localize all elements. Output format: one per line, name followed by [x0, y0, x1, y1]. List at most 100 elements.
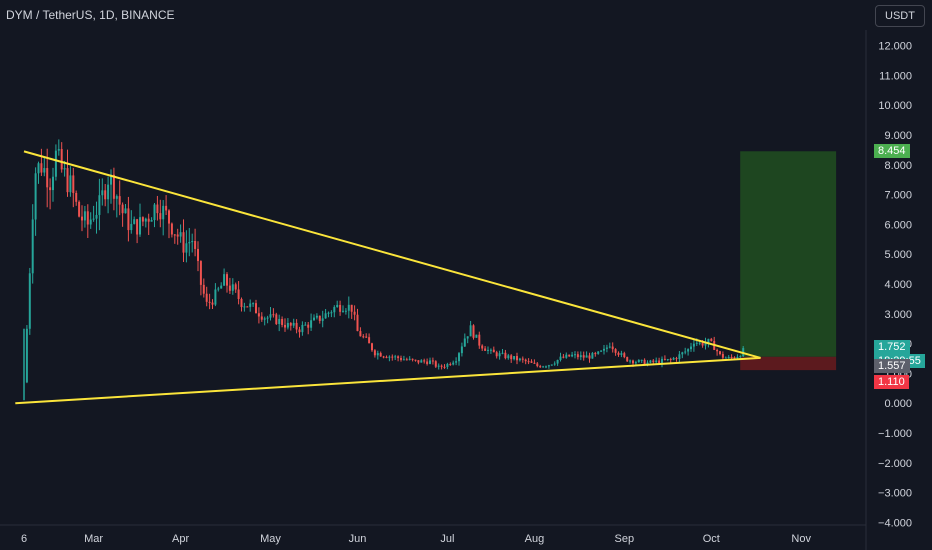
candle-body [423, 360, 426, 362]
candle-body [620, 353, 623, 355]
candle-body [278, 319, 281, 324]
candle-body [153, 204, 156, 221]
candle-body [188, 242, 191, 244]
time-tick-label: 6 [21, 533, 27, 545]
candle-body [315, 315, 318, 318]
candle-body [304, 324, 307, 326]
candle-body [197, 248, 199, 262]
price-tick-label: −4.000 [878, 517, 912, 529]
candle-body [466, 336, 469, 339]
candle-body [118, 196, 121, 205]
candle-body [594, 353, 597, 355]
candle-body [605, 347, 608, 349]
candle-body [286, 322, 289, 328]
trendline-lower [15, 356, 761, 405]
candle-body [431, 360, 434, 362]
candle-body [272, 314, 275, 316]
candle-body [292, 322, 295, 326]
position-zones[interactable] [740, 151, 837, 371]
candle-body [92, 218, 95, 220]
candle-body [223, 274, 226, 286]
candle-body [472, 325, 475, 338]
time-tick-label: Oct [703, 533, 720, 545]
candle-body [301, 324, 304, 333]
candle-body [350, 304, 353, 312]
candle-body [446, 364, 449, 367]
candle-body [661, 358, 663, 364]
time-axis[interactable]: 6 Mar Apr May Jun Jul Aug Sep Oct Nov [0, 524, 866, 545]
candle-body [336, 304, 339, 308]
candle-body [147, 218, 150, 222]
candle-body [452, 362, 455, 365]
candle-body [342, 310, 344, 312]
candle-body [133, 219, 136, 224]
candle-body [356, 314, 359, 332]
candle-body [40, 163, 43, 173]
candle-body [136, 219, 139, 235]
price-tick-label: 11.000 [879, 70, 912, 82]
candle-body [492, 349, 495, 353]
candle-body [310, 320, 313, 328]
price-tick-label: 12.000 [878, 41, 912, 53]
candle-body [495, 352, 498, 357]
candle-body [562, 356, 565, 358]
candle-body [449, 364, 452, 366]
candle-body [585, 355, 588, 358]
candle-body [394, 356, 397, 358]
candle-body [510, 355, 513, 360]
candle-body [571, 354, 574, 357]
candle-body [156, 204, 159, 214]
candle-body [34, 173, 37, 220]
candle-body [170, 223, 173, 235]
candle-body [289, 322, 292, 326]
price-tick-label: −1.000 [878, 428, 912, 440]
candle-body [400, 358, 402, 360]
candle-body [455, 361, 458, 363]
candle-body [649, 360, 652, 363]
candle-body [104, 190, 107, 200]
candle-body [530, 361, 533, 363]
candle-body [516, 356, 518, 361]
price-axis[interactable]: 12.000 11.000 10.000 9.000 8.000 7.000 6.000 5.… [865, 30, 912, 550]
candle-body [159, 213, 162, 220]
candle-body [504, 352, 507, 359]
currency-button[interactable]: USDT [875, 5, 925, 27]
candle-body [362, 336, 365, 338]
candle-body [388, 356, 391, 358]
profit-zone [740, 151, 837, 357]
candle-body [150, 220, 153, 222]
candle-body [597, 351, 600, 354]
candle-body [66, 168, 69, 193]
candle-body [524, 359, 527, 362]
candle-body [646, 362, 649, 365]
symbol-title[interactable]: DYM / TetherUS, 1D, BINANCE [6, 8, 175, 22]
candle-body [513, 356, 516, 360]
candle-body [173, 234, 176, 236]
candle-body [576, 354, 579, 358]
candle-body [295, 322, 298, 330]
candle-body [507, 355, 510, 359]
candle-body [458, 353, 460, 362]
candle-body [716, 349, 719, 352]
price-tick-label: 5.000 [884, 249, 912, 261]
candle-body [28, 273, 31, 329]
time-tick-label: Apr [172, 533, 189, 545]
candle-body [57, 149, 60, 151]
price-tick-label: 8.000 [884, 160, 912, 172]
price-tick-label: 0.000 [884, 398, 912, 410]
candle-body [83, 211, 86, 221]
candle-body [69, 175, 72, 193]
candle-body [681, 352, 684, 355]
candle-body [237, 289, 240, 299]
candle-body [385, 356, 388, 358]
candle-body [634, 362, 637, 364]
candle-body [240, 298, 243, 308]
price-tick-label: 4.000 [884, 279, 912, 291]
trendlines[interactable] [15, 150, 761, 405]
candle-body [162, 205, 165, 220]
candle-body [481, 345, 484, 349]
candle-body [701, 342, 704, 346]
candle-body [440, 365, 443, 367]
candle-body [405, 359, 408, 361]
